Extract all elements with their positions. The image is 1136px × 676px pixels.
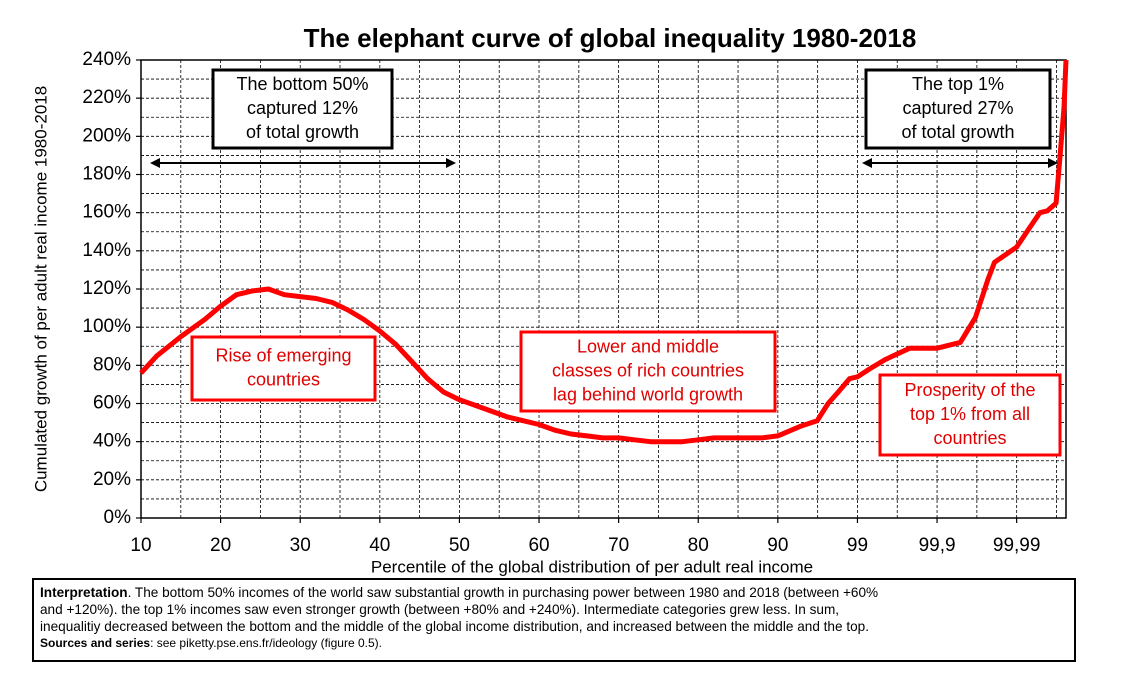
annotation-text: top 1% from all xyxy=(910,404,1030,424)
annotation-box xyxy=(878,373,1062,457)
y-tick-label: 20% xyxy=(93,469,131,490)
x-tick-label: 40 xyxy=(369,535,390,556)
note-box: Interpretation. The bottom 50% incomes o… xyxy=(32,578,1076,662)
y-tick-label: 220% xyxy=(82,87,131,108)
x-tick-label: 99,9 xyxy=(919,535,956,556)
x-tick-label: 50 xyxy=(449,535,470,556)
source-text: : see piketty.pse.ens.fr/ideology (figur… xyxy=(150,636,382,650)
y-tick-label: 240% xyxy=(82,49,131,70)
note-label: Interpretation xyxy=(40,585,128,600)
annotation-text: Lower and middle xyxy=(577,336,719,356)
y-tick-label: 40% xyxy=(93,431,131,452)
arrow-head xyxy=(1048,158,1058,168)
y-tick-label: 140% xyxy=(82,240,131,261)
arrow-head xyxy=(446,158,456,168)
note-line: Interpretation. The bottom 50% incomes o… xyxy=(40,584,1068,601)
note-line: and +120%). the top 1% incomes saw even … xyxy=(40,602,840,617)
note-line: inequalitiy decreased between the bottom… xyxy=(40,619,870,634)
annotation-box xyxy=(864,68,1052,150)
y-tick-label: 120% xyxy=(82,278,131,299)
x-tick-label: 10 xyxy=(130,535,151,556)
y-tick-label: 180% xyxy=(82,164,131,185)
annotation-text: The top 1% xyxy=(912,74,1004,94)
y-tick-label: 60% xyxy=(93,393,131,414)
x-tick-label: 30 xyxy=(290,535,311,556)
annotation-text: Prosperity of the xyxy=(904,380,1035,400)
x-tick-label: 20 xyxy=(210,535,231,556)
y-tick-label: 80% xyxy=(93,354,131,375)
y-axis-label: Cumulated growth of per adult real incom… xyxy=(31,86,50,492)
annotation-text: captured 12% xyxy=(247,98,358,118)
y-tick-label: 160% xyxy=(82,202,131,223)
note-text: . The bottom 50% incomes of the world sa… xyxy=(127,585,879,600)
x-tick-label: 99,99 xyxy=(993,535,1041,556)
x-tick-label: 80 xyxy=(688,535,709,556)
annotation-text: classes of rich countries xyxy=(552,360,744,380)
annotation-box xyxy=(519,330,777,413)
annotation-text: lag behind world growth xyxy=(553,384,743,404)
annotation-text: of total growth xyxy=(246,122,359,142)
data-line xyxy=(139,59,1069,445)
arrow-head xyxy=(862,158,872,168)
annotation-text: captured 27% xyxy=(902,98,1013,118)
x-tick-label: 99 xyxy=(847,535,868,556)
y-tick-label: 0% xyxy=(104,507,132,528)
annotation-text: countries xyxy=(933,428,1006,448)
x-tick-label: 60 xyxy=(528,535,549,556)
annotation-box xyxy=(190,335,377,402)
x-tick-label: 90 xyxy=(767,535,788,556)
arrow-head xyxy=(150,158,160,168)
annotation-text: countries xyxy=(247,369,320,389)
y-tick-label: 100% xyxy=(82,316,131,337)
chart: The elephant curve of global inequality … xyxy=(31,23,1069,576)
source-line: Sources and series: see piketty.pse.ens.… xyxy=(40,635,1068,651)
annotation-text: of total growth xyxy=(901,122,1014,142)
annotation-box xyxy=(211,68,394,150)
source-label: Sources and series xyxy=(40,636,151,650)
annotation-text: The bottom 50% xyxy=(236,74,368,94)
x-tick-label: 70 xyxy=(608,535,629,556)
chart-title: The elephant curve of global inequality … xyxy=(304,23,917,53)
y-tick-label: 200% xyxy=(82,125,131,146)
annotation-text: Rise of emerging xyxy=(215,345,351,365)
x-axis-label: Percentile of the global distribution of… xyxy=(371,557,813,576)
